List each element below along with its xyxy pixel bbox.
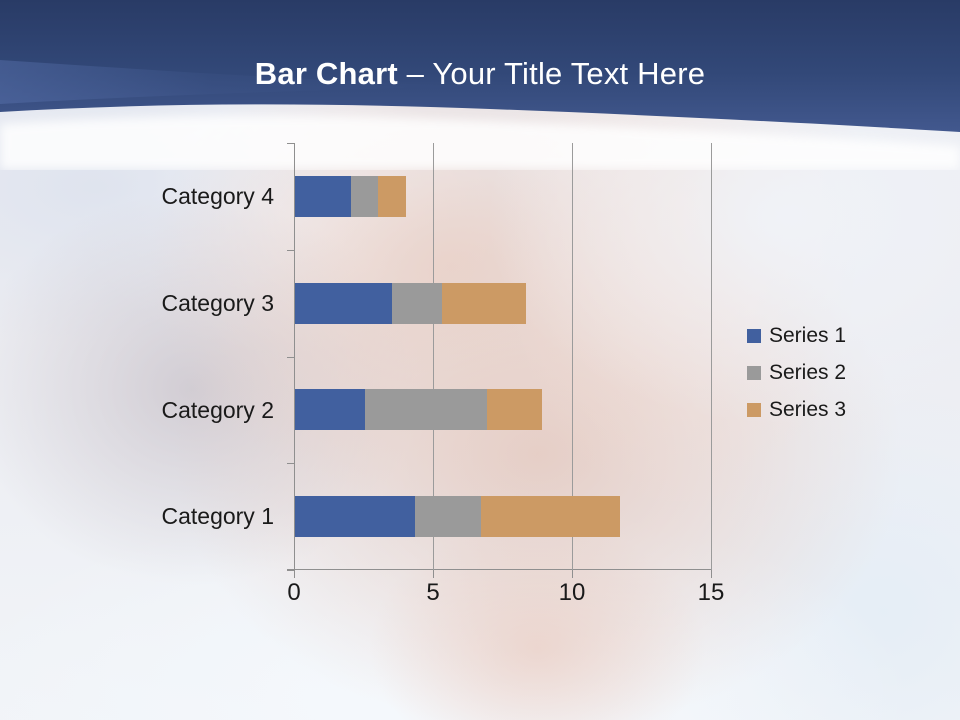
- bar-segment-series-2: [364, 389, 487, 430]
- bar-segment-series-2: [350, 176, 379, 217]
- y-axis-tick: [287, 570, 294, 571]
- bar-segment-series-3: [481, 496, 621, 537]
- x-axis-tick-label: 5: [426, 579, 440, 606]
- gridline: [572, 143, 573, 570]
- legend-item: Series 1: [747, 324, 846, 348]
- y-axis-tick: [287, 143, 294, 144]
- x-axis-tick: [294, 570, 295, 578]
- x-axis-line: [287, 569, 711, 570]
- legend-swatch-series-1: [747, 329, 761, 343]
- bar-segment-series-2: [414, 496, 482, 537]
- bar-segment-series-1: [295, 283, 393, 324]
- bar-segment-series-3: [378, 176, 407, 217]
- y-axis-tick: [287, 463, 294, 464]
- bar-segment-series-1: [295, 176, 351, 217]
- bar-segment-series-1: [295, 389, 365, 430]
- x-axis-tick-label: 0: [287, 579, 301, 606]
- gridline: [433, 143, 434, 570]
- value-axis-labels: 0 5 10 15: [287, 579, 724, 609]
- category-label: Category 2: [161, 396, 274, 423]
- legend-label: Series 2: [769, 361, 847, 384]
- slide-title-subtitle: – Your Title Text Here: [406, 56, 706, 91]
- x-axis-tick-label: 15: [697, 579, 725, 606]
- chart-legend: Series 1 Series 2 Series 3: [747, 324, 846, 435]
- legend-swatch-series-3: [747, 403, 761, 417]
- slide-title-topic: Bar Chart: [254, 56, 407, 91]
- bar-segment-series-1: [295, 496, 415, 537]
- bar-segment-series-3: [486, 389, 543, 430]
- bar-category-2: [295, 389, 543, 430]
- header-wave-shape: [0, 0, 960, 170]
- x-axis-tick: [572, 570, 573, 578]
- title-banner: Bar Chart – Your Title Text Here: [0, 0, 960, 170]
- legend-swatch-series-2: [747, 366, 761, 380]
- bar-category-3: [295, 283, 526, 324]
- x-axis-tick-label: 10: [558, 579, 586, 606]
- bar-category-4: [295, 176, 407, 217]
- legend-item: Series 2: [747, 361, 846, 385]
- wave-white-underlay: [0, 115, 960, 170]
- y-axis-tick: [287, 250, 294, 251]
- plot-area: [287, 143, 712, 578]
- category-label: Category 1: [161, 502, 274, 529]
- legend-label: Series 1: [769, 324, 847, 347]
- slide-title: Bar Chart – Your Title Text Here: [0, 56, 960, 92]
- bar-segment-series-2: [392, 283, 443, 324]
- gridline: [711, 143, 712, 570]
- y-axis-line: [294, 143, 295, 570]
- x-axis-tick: [433, 570, 434, 578]
- legend-item: Series 3: [747, 398, 846, 422]
- category-label: Category 4: [161, 182, 274, 209]
- x-axis-tick: [711, 570, 712, 578]
- category-label: Category 3: [161, 289, 274, 316]
- legend-label: Series 3: [769, 398, 847, 421]
- wave-left-glow: [0, 60, 470, 104]
- wave-blue-band: [0, 0, 960, 132]
- category-axis-labels: Category 4 Category 3 Category 2 Category 1: [0, 143, 284, 570]
- bar-category-1: [295, 496, 621, 537]
- bar-segment-series-3: [442, 283, 526, 324]
- y-axis-tick: [287, 357, 294, 358]
